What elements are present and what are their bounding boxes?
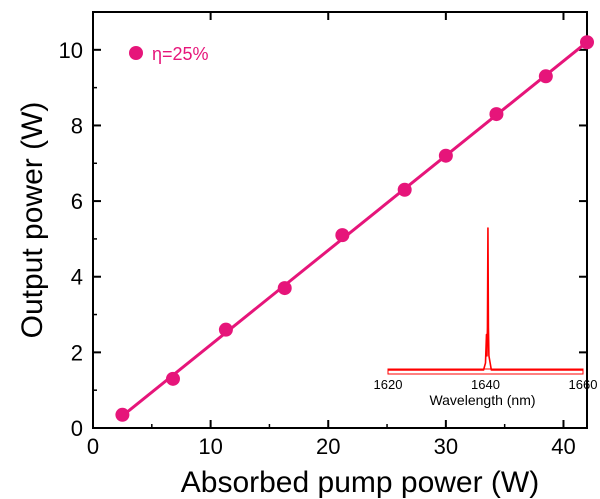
data-point [115, 407, 130, 422]
y-axis-title: Output power (W) [16, 102, 49, 339]
x-tick-label: 30 [434, 434, 458, 459]
inset-axis-frame [387, 368, 584, 375]
y-tick-label: 4 [71, 265, 83, 290]
plot-frame [92, 11, 588, 429]
main-plot: 0 10 20 30 40 0 2 4 6 8 10 Absorbed pump power (W) O… [16, 11, 594, 499]
data-point [489, 107, 504, 122]
y-tick-label: 8 [71, 113, 83, 138]
x-tick-label: 20 [316, 434, 340, 459]
data-point [538, 69, 553, 84]
legend-marker [129, 46, 143, 60]
inset-x-tick-label: 1620 [374, 377, 403, 392]
data-point [165, 371, 180, 386]
y-tick-label: 10 [59, 38, 83, 63]
inset-spectrum: 1620 1640 1660 Wavelength (nm) [374, 227, 598, 408]
inset-x-axis-title: Wavelength (nm) [429, 392, 535, 408]
data-point [277, 281, 292, 296]
y-tick-label: 6 [71, 189, 83, 214]
y-tick-label: 0 [71, 416, 83, 441]
x-axis-title: Absorbed pump power (W) [181, 466, 539, 499]
legend-label: η=25% [152, 44, 209, 64]
data-point [580, 35, 594, 50]
data-point [218, 322, 233, 337]
x-tick-label: 0 [87, 434, 99, 459]
inset-spectrum-line [388, 227, 583, 371]
inset-x-tick-label: 1640 [471, 377, 500, 392]
inset-x-tick-label: 1660 [569, 377, 598, 392]
data-point [397, 182, 412, 197]
x-tick-label: 10 [198, 434, 222, 459]
data-point [438, 148, 453, 163]
y-tick-label: 2 [71, 340, 83, 365]
x-tick-label: 40 [551, 434, 575, 459]
data-point [335, 228, 350, 243]
fit-line [121, 40, 588, 418]
